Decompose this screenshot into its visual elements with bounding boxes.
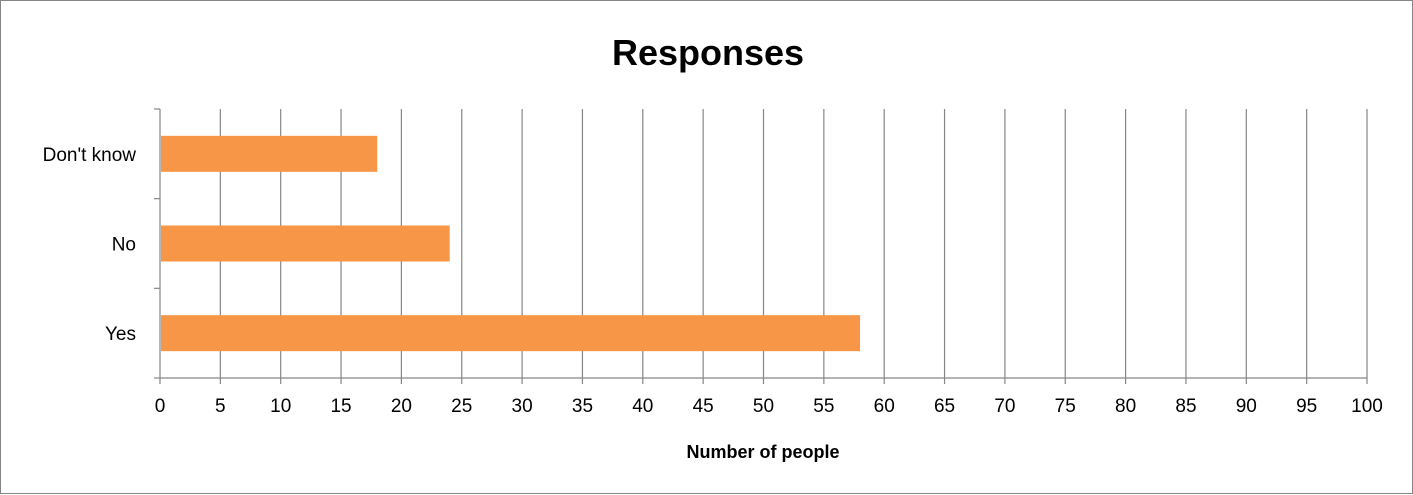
x-tick-label: 20 — [391, 396, 412, 417]
x-tick-label: 5 — [215, 396, 226, 417]
axes — [154, 108, 1367, 384]
x-tick-label: 90 — [1236, 396, 1257, 417]
x-tick-label: 25 — [451, 396, 472, 417]
x-tick-label: 10 — [270, 396, 291, 417]
bar — [161, 315, 861, 352]
chart-title: Responses — [612, 32, 804, 73]
x-axis-title: Number of people — [686, 442, 839, 462]
category-labels: Yes No Don't know — [43, 145, 137, 345]
x-tick-label: 75 — [1055, 396, 1076, 417]
bars — [161, 135, 861, 352]
x-tick-label: 85 — [1175, 396, 1196, 417]
x-tick-label: 95 — [1296, 396, 1317, 417]
x-tick-label: 30 — [512, 396, 533, 417]
x-tick-label: 80 — [1115, 396, 1136, 417]
category-label: Don't know — [43, 145, 137, 166]
x-tick-label: 40 — [632, 396, 653, 417]
x-tick-labels: 0 5 10 15 20 25 30 35 40 45 50 55 60 65 70 75 80 85 90 95 10… — [155, 396, 1383, 417]
category-label: No — [112, 235, 136, 256]
bar — [161, 225, 450, 262]
bar — [161, 135, 378, 172]
gridlines — [219, 109, 1368, 384]
category-label: Yes — [105, 324, 136, 345]
x-tick-label: 100 — [1351, 396, 1383, 417]
x-tick-label: 50 — [753, 396, 774, 417]
x-tick-label: 65 — [934, 396, 955, 417]
x-tick-label: 15 — [330, 396, 351, 417]
x-tick-label: 45 — [693, 396, 714, 417]
x-tick-label: 60 — [874, 396, 895, 417]
x-tick-label: 0 — [155, 396, 166, 417]
x-tick-label: 70 — [994, 396, 1015, 417]
x-tick-label: 55 — [813, 396, 834, 417]
x-tick-label: 35 — [572, 396, 593, 417]
